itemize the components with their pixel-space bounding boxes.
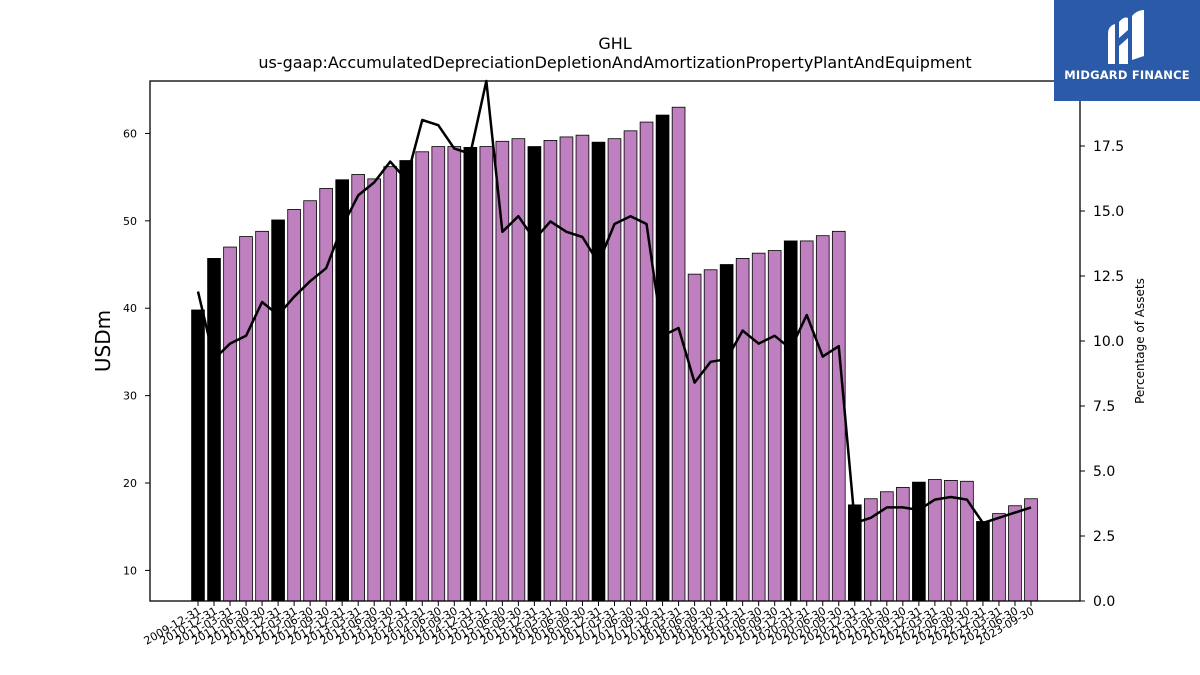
bar-2017-09-30 (639, 121, 654, 602)
bar-2020-03-31 (799, 240, 814, 602)
bar-2023-06-30 (1008, 505, 1022, 602)
left-tick-label: 20 (123, 477, 137, 490)
bar-2016-03-31 (543, 140, 558, 602)
x-axis: 2009-12-312010-12-312011-03-312011-06-30… (142, 601, 1037, 648)
bar-2014-09-30 (447, 146, 462, 602)
bar-2015-03-31 (479, 146, 494, 602)
bar-2019-12-31 (783, 240, 798, 602)
bar-2023-03-31 (992, 513, 1006, 602)
left-tick-label: 50 (123, 215, 137, 228)
right-tick-label: 7.5 (1093, 399, 1115, 415)
bar-2015-12-31 (527, 146, 542, 602)
bar-2012-09-30 (319, 188, 333, 602)
chart-subtitle: us-gaap:AccumulatedDepreciationDepletion… (258, 53, 971, 72)
bar-2012-03-31 (287, 209, 301, 602)
left-axis: 10 20 30 40 50 60 (123, 127, 150, 577)
bar-2013-03-31 (351, 174, 365, 602)
bar-2009-12-31 (191, 309, 205, 602)
bar-2021-09-30 (896, 486, 910, 602)
y-axis-label-right: Percentage of Assets (1133, 278, 1147, 404)
bar-2011-12-31 (271, 219, 285, 602)
bar-2015-06-30 (495, 140, 510, 602)
bar-2012-06-30 (303, 200, 317, 602)
midgard-logo-icon (1108, 10, 1144, 64)
bar-2016-12-31 (591, 141, 606, 602)
bar-2014-06-30 (431, 146, 446, 602)
left-tick-label: 30 (123, 390, 137, 403)
bar-2013-09-30 (383, 166, 398, 602)
brand-logo: MIDGARD FINANCE (1054, 0, 1200, 101)
right-tick-label: 2.5 (1093, 529, 1115, 545)
bar-2019-09-30 (767, 250, 782, 602)
right-tick-label: 10.0 (1093, 334, 1124, 350)
bar-2016-09-30 (575, 134, 590, 602)
bar-2011-06-30 (239, 236, 253, 602)
bar-2019-06-30 (751, 252, 766, 602)
bar-2017-06-30 (623, 130, 638, 602)
right-tick-label: 17.5 (1093, 139, 1124, 155)
bar-2013-06-30 (367, 178, 382, 602)
bar-2015-09-30 (511, 138, 526, 602)
y-axis-label-left: USDm (91, 310, 115, 372)
chart-title: GHL (598, 34, 631, 53)
bar-2017-12-31 (655, 114, 670, 602)
left-tick-label: 10 (123, 564, 137, 577)
bar-2018-12-31 (719, 264, 734, 602)
right-tick-label: 15.0 (1093, 204, 1124, 220)
bar-2013-12-31 (399, 160, 414, 602)
bar-2018-09-30 (703, 269, 718, 602)
left-tick-label: 40 (123, 302, 137, 315)
bar-2019-03-31 (735, 258, 750, 602)
bar-series (191, 106, 1038, 602)
bar-2014-12-31 (463, 147, 478, 602)
bar-2022-12-31 (976, 521, 990, 602)
bar-2018-06-30 (687, 273, 702, 602)
bar-2020-09-30 (831, 230, 846, 602)
right-axis: 0.02.55.07.510.012.515.017.520.0 (1080, 74, 1124, 610)
brand-name: MIDGARD FINANCE (1064, 68, 1190, 82)
bar-2017-03-31 (607, 138, 622, 602)
bar-2016-06-30 (559, 136, 574, 602)
right-tick-label: 0.0 (1093, 594, 1115, 610)
bar-2014-03-31 (415, 151, 430, 602)
bar-2020-06-30 (815, 235, 830, 602)
bar-2011-09-30 (255, 230, 269, 602)
left-tick-label: 60 (123, 127, 137, 140)
right-tick-label: 5.0 (1093, 464, 1115, 480)
bar-2011-03-31 (223, 246, 237, 602)
right-tick-label: 12.5 (1093, 269, 1124, 285)
bar-2010-12-31 (207, 258, 221, 602)
bar-2023-09-30 (1024, 498, 1038, 602)
percentage-line (196, 79, 1032, 525)
bar-2018-03-31 (671, 106, 686, 602)
bar-2012-12-31 (335, 179, 349, 602)
bar-2021-12-31 (912, 481, 926, 602)
